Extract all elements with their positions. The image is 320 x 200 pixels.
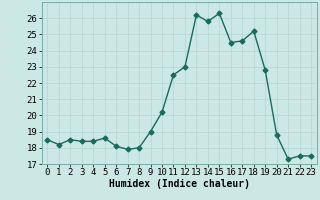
X-axis label: Humidex (Indice chaleur): Humidex (Indice chaleur) <box>109 179 250 189</box>
